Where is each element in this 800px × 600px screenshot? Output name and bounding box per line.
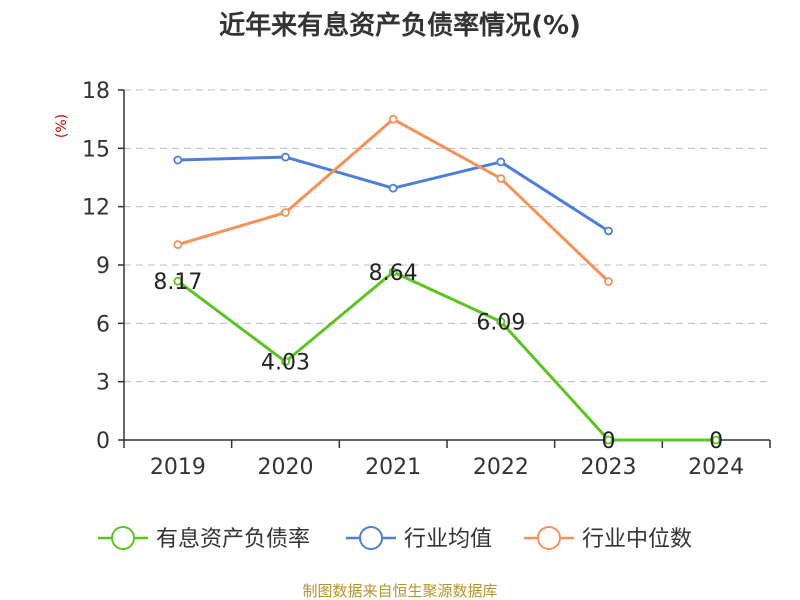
series-2 (173, 114, 613, 286)
x-tick-label: 2021 (365, 455, 421, 480)
data-point[interactable] (388, 267, 398, 277)
legend-label: 行业中位数 (582, 527, 692, 552)
legend-marker (537, 526, 561, 550)
data-point[interactable] (496, 174, 506, 183)
data-point[interactable] (388, 183, 398, 193)
series-1 (173, 152, 613, 236)
data-point[interactable] (173, 240, 183, 249)
data-label: 0 (602, 429, 616, 454)
data-point[interactable] (711, 435, 721, 445)
data-label: 4.03 (261, 351, 310, 376)
legend-item[interactable]: 行业中位数 (524, 526, 692, 552)
x-tick-label: 2020 (258, 455, 314, 480)
data-point[interactable] (173, 155, 183, 165)
source-note: 制图数据来自恒生聚源数据库 (302, 582, 497, 600)
legend-item[interactable]: 行业均值 (346, 526, 492, 552)
data-point[interactable] (604, 435, 613, 445)
data-point[interactable] (496, 317, 506, 326)
series-line (177, 117, 610, 283)
x-tick-label: 2019 (150, 455, 206, 480)
data-label: 8.64 (369, 261, 418, 286)
series-0 (173, 267, 721, 445)
x-tick-label: 2024 (688, 455, 744, 480)
data-point[interactable] (281, 208, 290, 217)
data-point[interactable] (604, 277, 613, 286)
legend-marker (111, 526, 135, 550)
data-point[interactable] (173, 276, 183, 286)
data-point[interactable] (388, 114, 398, 124)
x-tick-label: 2022 (473, 455, 529, 480)
y-tick-label: 3 (96, 371, 110, 396)
gridlines (124, 89, 770, 383)
data-labels: 8.17 4.03 8.64 6.09 0 0 (153, 261, 723, 454)
y-tick-label: 6 (96, 312, 110, 337)
data-label: 8.17 (153, 270, 202, 295)
legend[interactable]: 有息资产负债率 行业均值 行业中位数 (98, 526, 692, 552)
data-point[interactable] (281, 152, 290, 162)
chart-title: 近年来有息资产负债率情况(%) (219, 10, 581, 41)
y-tick-label: 18 (82, 79, 110, 104)
legend-label: 行业均值 (404, 527, 492, 552)
data-point[interactable] (496, 157, 506, 167)
legend-marker (359, 526, 383, 550)
legend-item[interactable]: 有息资产负债率 (98, 526, 310, 552)
y-tick-label: 9 (96, 254, 110, 279)
data-label: 0 (709, 429, 723, 454)
y-tick-label: 0 (96, 429, 110, 454)
data-point[interactable] (604, 226, 613, 236)
legend-label: 有息资产负债率 (156, 527, 310, 552)
y-unit-label: (%) (54, 114, 70, 138)
data-point[interactable] (281, 357, 290, 367)
series-line (176, 270, 717, 442)
x-tick-label: 2023 (581, 455, 637, 480)
series-layer (173, 114, 721, 445)
data-label: 6.09 (476, 311, 525, 336)
y-tick-label: 15 (82, 137, 110, 162)
y-tick-label: 12 (82, 196, 110, 221)
